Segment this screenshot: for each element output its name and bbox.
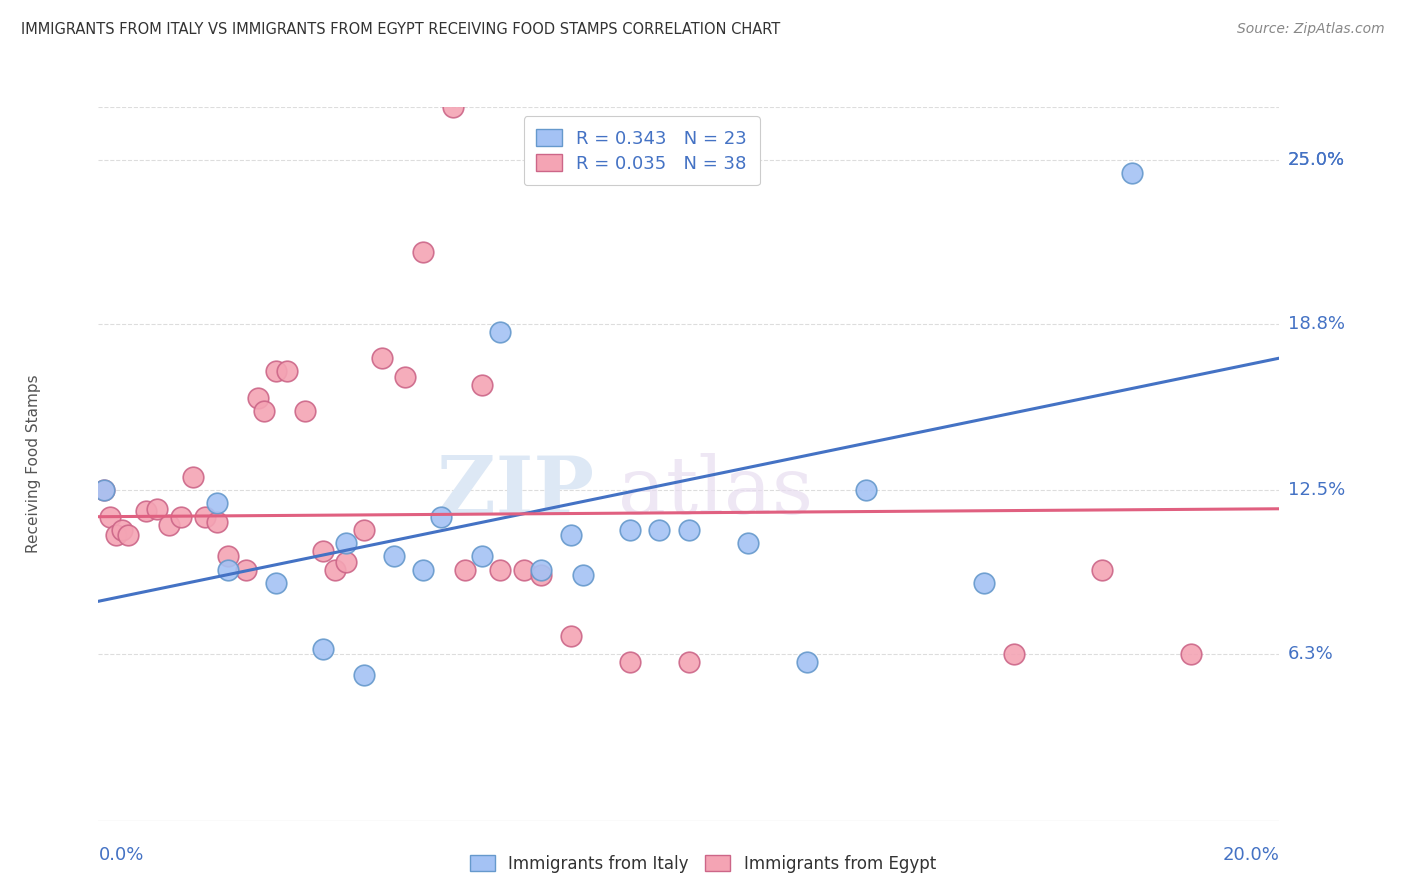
Point: [471, 549, 494, 564]
Point: [264, 575, 287, 590]
Point: [323, 563, 346, 577]
Point: [93, 483, 115, 498]
Point: [170, 509, 193, 524]
Point: [678, 655, 700, 669]
Point: [371, 351, 394, 365]
Point: [117, 528, 139, 542]
Text: 25.0%: 25.0%: [1288, 151, 1346, 169]
Point: [441, 100, 464, 114]
Point: [98, 509, 121, 524]
Point: [205, 515, 228, 529]
Point: [382, 549, 405, 564]
Point: [619, 655, 641, 669]
Point: [111, 523, 134, 537]
Text: Receiving Food Stamps: Receiving Food Stamps: [25, 375, 41, 553]
Point: [678, 523, 700, 537]
Point: [973, 575, 995, 590]
Point: [276, 364, 298, 378]
Point: [394, 369, 416, 384]
Point: [312, 544, 335, 558]
Point: [796, 655, 818, 669]
Point: [619, 523, 641, 537]
Text: 12.5%: 12.5%: [1288, 482, 1346, 500]
Point: [205, 496, 228, 510]
Point: [1002, 647, 1025, 661]
Point: [489, 325, 512, 339]
Point: [335, 536, 357, 550]
Text: 0.0%: 0.0%: [98, 846, 143, 863]
Point: [235, 563, 257, 577]
Point: [571, 567, 593, 582]
Point: [1121, 166, 1143, 180]
Point: [471, 377, 494, 392]
Point: [93, 483, 115, 498]
Point: [253, 404, 276, 418]
Text: ZIP: ZIP: [437, 453, 595, 532]
Point: [264, 364, 287, 378]
Point: [157, 517, 180, 532]
Point: [648, 523, 671, 537]
Text: 20.0%: 20.0%: [1223, 846, 1279, 863]
Point: [430, 509, 453, 524]
Point: [1091, 563, 1114, 577]
Text: 18.8%: 18.8%: [1288, 315, 1344, 333]
Point: [353, 668, 375, 682]
Point: [560, 528, 582, 542]
Point: [194, 509, 217, 524]
Point: [146, 501, 169, 516]
Point: [105, 528, 128, 542]
Point: [335, 555, 357, 569]
Point: [217, 563, 239, 577]
Legend: Immigrants from Italy, Immigrants from Egypt: Immigrants from Italy, Immigrants from E…: [464, 848, 942, 880]
Text: Source: ZipAtlas.com: Source: ZipAtlas.com: [1237, 22, 1385, 37]
Point: [135, 504, 157, 518]
Point: [453, 563, 475, 577]
Point: [855, 483, 877, 498]
Point: [412, 563, 434, 577]
Text: 25.0%: 25.0%: [1288, 151, 1346, 169]
Point: [312, 641, 335, 656]
Point: [246, 391, 269, 405]
Point: [530, 567, 553, 582]
Point: [512, 563, 534, 577]
Point: [489, 563, 512, 577]
Text: atlas: atlas: [619, 453, 813, 532]
Text: IMMIGRANTS FROM ITALY VS IMMIGRANTS FROM EGYPT RECEIVING FOOD STAMPS CORRELATION: IMMIGRANTS FROM ITALY VS IMMIGRANTS FROM…: [21, 22, 780, 37]
Point: [294, 404, 316, 418]
Point: [737, 536, 759, 550]
Point: [560, 629, 582, 643]
Point: [530, 563, 553, 577]
Point: [1180, 647, 1202, 661]
Legend: R = 0.343   N = 23, R = 0.035   N = 38: R = 0.343 N = 23, R = 0.035 N = 38: [524, 116, 759, 186]
Text: 6.3%: 6.3%: [1288, 645, 1333, 663]
Point: [353, 523, 375, 537]
Point: [217, 549, 239, 564]
Point: [181, 470, 204, 484]
Point: [412, 245, 434, 260]
